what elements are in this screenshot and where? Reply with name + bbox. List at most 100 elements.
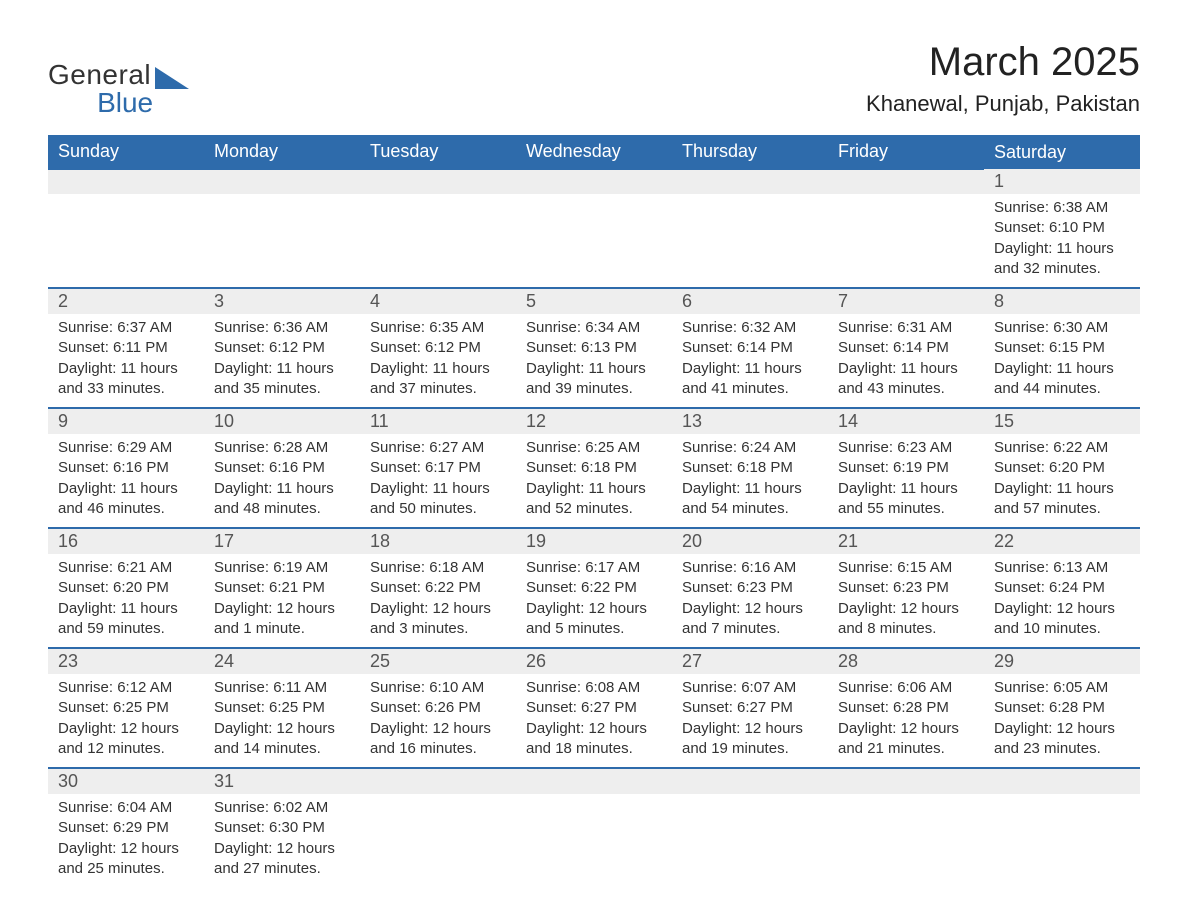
day-detail-cell [672,794,828,887]
sunrise-line: Sunrise: 6:31 AM [838,318,974,338]
daylight-line: Daylight: 11 hours and 32 minutes. [994,239,1130,280]
day-number-cell: 28 [828,648,984,674]
sunrise-line: Sunrise: 6:27 AM [370,438,506,458]
day-detail-cell: Sunrise: 6:11 AMSunset: 6:25 PMDaylight:… [204,674,360,768]
day-detail-cell [360,194,516,288]
sunset-line: Sunset: 6:10 PM [994,218,1130,238]
day-detail-cell: Sunrise: 6:06 AMSunset: 6:28 PMDaylight:… [828,674,984,768]
day-detail-cell: Sunrise: 6:24 AMSunset: 6:18 PMDaylight:… [672,434,828,528]
daylight-line: Daylight: 12 hours and 3 minutes. [370,599,506,640]
sunrise-line: Sunrise: 6:11 AM [214,678,350,698]
day-number-cell: 29 [984,648,1140,674]
sunset-line: Sunset: 6:22 PM [526,578,662,598]
daylight-line: Daylight: 12 hours and 8 minutes. [838,599,974,640]
day-detail-cell: Sunrise: 6:35 AMSunset: 6:12 PMDaylight:… [360,314,516,408]
day-header: Monday [204,135,360,169]
sunrise-line: Sunrise: 6:05 AM [994,678,1130,698]
day-detail-cell: Sunrise: 6:04 AMSunset: 6:29 PMDaylight:… [48,794,204,887]
sunset-line: Sunset: 6:17 PM [370,458,506,478]
day-number-cell: 14 [828,408,984,434]
daylight-line: Daylight: 11 hours and 46 minutes. [58,479,194,520]
sunset-line: Sunset: 6:12 PM [214,338,350,358]
sunset-line: Sunset: 6:23 PM [838,578,974,598]
day-number-cell: 8 [984,288,1140,314]
day-number-cell: 21 [828,528,984,554]
sunrise-line: Sunrise: 6:19 AM [214,558,350,578]
sunrise-line: Sunrise: 6:18 AM [370,558,506,578]
day-number-cell: 22 [984,528,1140,554]
day-number-cell: 16 [48,528,204,554]
sunrise-line: Sunrise: 6:16 AM [682,558,818,578]
sunset-line: Sunset: 6:25 PM [58,698,194,718]
daylight-line: Daylight: 11 hours and 55 minutes. [838,479,974,520]
calendar-header: SundayMondayTuesdayWednesdayThursdayFrid… [48,135,1140,169]
day-number-cell: 18 [360,528,516,554]
day-detail-cell: Sunrise: 6:08 AMSunset: 6:27 PMDaylight:… [516,674,672,768]
day-detail-cell: Sunrise: 6:36 AMSunset: 6:12 PMDaylight:… [204,314,360,408]
day-number-cell: 7 [828,288,984,314]
day-number-cell: 27 [672,648,828,674]
day-header: Sunday [48,135,204,169]
day-header: Tuesday [360,135,516,169]
day-number-cell [828,768,984,794]
day-number-cell: 9 [48,408,204,434]
sunset-line: Sunset: 6:12 PM [370,338,506,358]
sunrise-line: Sunrise: 6:37 AM [58,318,194,338]
daylight-line: Daylight: 12 hours and 21 minutes. [838,719,974,760]
sunset-line: Sunset: 6:14 PM [682,338,818,358]
day-detail-cell [48,194,204,288]
day-number-cell: 26 [516,648,672,674]
day-number-cell: 15 [984,408,1140,434]
sunset-line: Sunset: 6:26 PM [370,698,506,718]
daylight-line: Daylight: 11 hours and 50 minutes. [370,479,506,520]
sunrise-line: Sunrise: 6:08 AM [526,678,662,698]
day-detail-cell: Sunrise: 6:25 AMSunset: 6:18 PMDaylight:… [516,434,672,528]
daylight-line: Daylight: 11 hours and 41 minutes. [682,359,818,400]
day-detail-cell: Sunrise: 6:34 AMSunset: 6:13 PMDaylight:… [516,314,672,408]
sunset-line: Sunset: 6:30 PM [214,818,350,838]
day-detail-cell [828,194,984,288]
logo-word-general: General [48,61,151,89]
sunset-line: Sunset: 6:28 PM [994,698,1130,718]
daylight-line: Daylight: 12 hours and 25 minutes. [58,839,194,880]
sunset-line: Sunset: 6:11 PM [58,338,194,358]
day-detail-cell: Sunrise: 6:31 AMSunset: 6:14 PMDaylight:… [828,314,984,408]
sunrise-line: Sunrise: 6:02 AM [214,798,350,818]
logo: General Blue [48,61,189,117]
day-detail-cell [828,794,984,887]
sunrise-line: Sunrise: 6:10 AM [370,678,506,698]
daylight-line: Daylight: 11 hours and 44 minutes. [994,359,1130,400]
daylight-line: Daylight: 12 hours and 10 minutes. [994,599,1130,640]
sunset-line: Sunset: 6:20 PM [994,458,1130,478]
daylight-line: Daylight: 12 hours and 16 minutes. [370,719,506,760]
sunrise-line: Sunrise: 6:28 AM [214,438,350,458]
day-number-cell: 3 [204,288,360,314]
daylight-line: Daylight: 11 hours and 48 minutes. [214,479,350,520]
day-detail-cell [984,794,1140,887]
daylight-line: Daylight: 11 hours and 57 minutes. [994,479,1130,520]
daylight-line: Daylight: 12 hours and 18 minutes. [526,719,662,760]
day-number-cell: 31 [204,768,360,794]
day-detail-cell: Sunrise: 6:10 AMSunset: 6:26 PMDaylight:… [360,674,516,768]
logo-text: General Blue [48,61,151,117]
sunset-line: Sunset: 6:21 PM [214,578,350,598]
day-detail-cell: Sunrise: 6:16 AMSunset: 6:23 PMDaylight:… [672,554,828,648]
day-number-cell: 1 [984,169,1140,194]
day-detail-cell: Sunrise: 6:29 AMSunset: 6:16 PMDaylight:… [48,434,204,528]
daylight-line: Daylight: 12 hours and 23 minutes. [994,719,1130,760]
sunrise-line: Sunrise: 6:38 AM [994,198,1130,218]
day-number-cell: 24 [204,648,360,674]
day-number-cell [360,768,516,794]
day-detail-cell: Sunrise: 6:32 AMSunset: 6:14 PMDaylight:… [672,314,828,408]
day-number-cell [672,768,828,794]
day-detail-cell [672,194,828,288]
day-detail-cell: Sunrise: 6:07 AMSunset: 6:27 PMDaylight:… [672,674,828,768]
calendar-body: 1Sunrise: 6:38 AMSunset: 6:10 PMDaylight… [48,169,1140,887]
sunset-line: Sunset: 6:18 PM [526,458,662,478]
day-detail-cell: Sunrise: 6:05 AMSunset: 6:28 PMDaylight:… [984,674,1140,768]
daylight-line: Daylight: 12 hours and 1 minute. [214,599,350,640]
day-number-cell [48,169,204,194]
day-detail-cell: Sunrise: 6:28 AMSunset: 6:16 PMDaylight:… [204,434,360,528]
sunrise-line: Sunrise: 6:17 AM [526,558,662,578]
sunset-line: Sunset: 6:15 PM [994,338,1130,358]
